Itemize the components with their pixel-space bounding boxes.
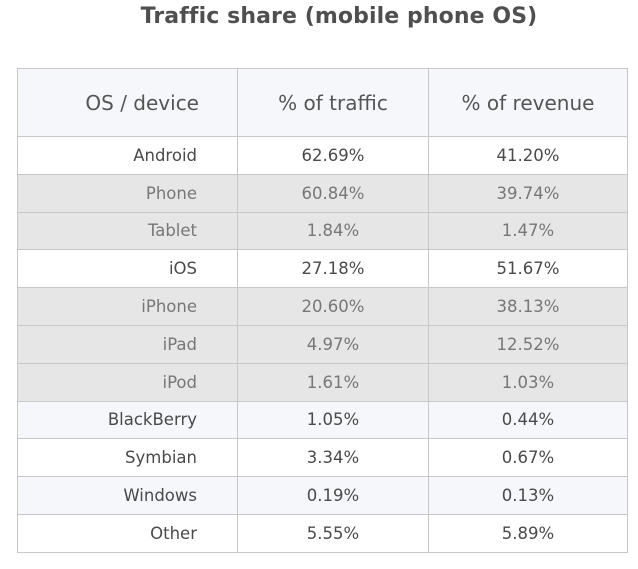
table-row: iPad 4.97% 12.52% [17,324,628,364]
traffic-value-cell: 0.19% [237,476,429,515]
column-header-revenue: % of revenue [428,68,628,137]
chart-title: Traffic share (mobile phone OS) [140,4,538,29]
table-row: Android 62.69% 41.20% [17,136,628,175]
revenue-value-cell: 0.67% [428,438,628,478]
row-label-cell: Symbian [17,438,238,478]
row-label-cell: BlackBerry [17,400,238,440]
row-label-cell: Android [17,136,238,175]
table-body: Android 62.69% 41.20% Phone 60.84% 39.74% Tabl… [17,136,628,553]
table-row: iPod 1.61% 1.03% [17,362,628,402]
revenue-value-cell: 12.52% [428,324,628,364]
traffic-value-cell: 20.60% [237,287,429,326]
traffic-value-cell: 27.18% [237,249,429,289]
table-header: OS / device % of traffic % of revenue [17,68,628,137]
revenue-value-cell: 5.89% [428,513,628,553]
row-label-cell: Windows [17,476,238,515]
traffic-value-cell: 1.61% [237,362,429,402]
revenue-value-cell: 38.13% [428,287,628,326]
traffic-value-cell: 1.05% [237,400,429,440]
table-row: Tablet 1.84% 1.47% [17,211,628,251]
traffic-value-cell: 4.97% [237,324,429,364]
traffic-value-cell: 5.55% [237,513,429,553]
revenue-value-cell: 51.67% [428,249,628,289]
traffic-value-cell: 60.84% [237,173,429,213]
table-row: iOS 27.18% 51.67% [17,249,628,289]
table-row: iPhone 20.60% 38.13% [17,287,628,326]
table-row: Other 5.55% 5.89% [17,513,628,553]
row-label-cell: iOS [17,249,238,289]
revenue-value-cell: 1.47% [428,211,628,251]
revenue-value-cell: 1.03% [428,362,628,402]
column-header-traffic: % of traffic [237,68,429,137]
row-label-cell: Tablet [17,211,238,251]
row-label-cell: Other [17,513,238,553]
revenue-value-cell: 0.44% [428,400,628,440]
row-label-cell: Phone [17,173,238,213]
revenue-value-cell: 0.13% [428,476,628,515]
traffic-value-cell: 1.84% [237,211,429,251]
revenue-value-cell: 39.74% [428,173,628,213]
table-row: BlackBerry 1.05% 0.44% [17,400,628,440]
table-row: Phone 60.84% 39.74% [17,173,628,213]
row-label-cell: iPod [17,362,238,402]
traffic-share-table: OS / device % of traffic % of revenue An… [17,68,628,553]
row-label-cell: iPad [17,324,238,364]
revenue-value-cell: 41.20% [428,136,628,175]
row-label-cell: iPhone [17,287,238,326]
traffic-value-cell: 62.69% [237,136,429,175]
column-header-os-device: OS / device [17,68,238,137]
header-row: OS / device % of traffic % of revenue [17,68,628,137]
table-row: Symbian 3.34% 0.67% [17,438,628,478]
table-row: Windows 0.19% 0.13% [17,476,628,515]
traffic-value-cell: 3.34% [237,438,429,478]
